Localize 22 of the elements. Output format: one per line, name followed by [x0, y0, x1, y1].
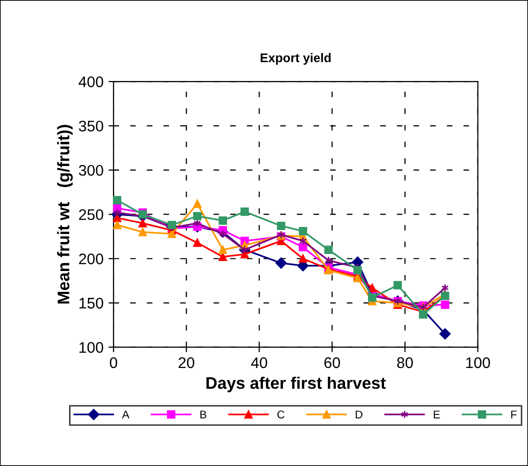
y-tick-label: 300 [78, 164, 104, 176]
x-tick-label: 80 [397, 357, 413, 368]
chart-title: Export yield [260, 53, 331, 65]
legend-label: A [122, 410, 130, 418]
x-tick-label: 100 [466, 357, 490, 368]
x-tick-label: 40 [251, 357, 268, 368]
x-axis-title: Days after first harvest [206, 376, 386, 392]
legend-label: F [511, 410, 517, 418]
x-tick-label: 0 [110, 357, 118, 368]
y-tick-label: 250 [79, 209, 104, 220]
y-tick-label: 200 [79, 254, 104, 264]
y-tick-label: 350 [78, 120, 104, 132]
legend-label: E [434, 410, 440, 418]
y-tick-label: 150 [79, 298, 104, 309]
x-tick-label: 20 [178, 357, 194, 368]
y-tick-label: 100 [79, 342, 104, 353]
legend-label: D [356, 410, 362, 418]
x-tick-label: 60 [324, 357, 340, 368]
y-tick-label: 400 [78, 76, 104, 88]
legend-label: C [277, 410, 284, 418]
legend-label: B [200, 410, 206, 418]
y-axis-title: Mean fruit wt (g/fruit)) [57, 124, 73, 304]
